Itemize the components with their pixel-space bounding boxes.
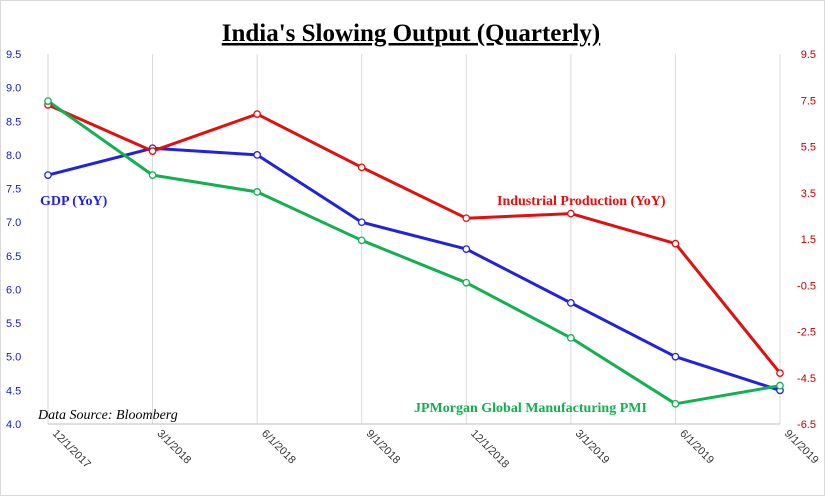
grid-lines <box>47 54 781 424</box>
y-right-tick-label: -0.5 <box>797 280 816 292</box>
chart-title: India's Slowing Output (Quarterly) <box>222 20 601 47</box>
y-left-tick-label: 6.5 <box>6 251 21 263</box>
x-tick-label: 12/1/2017 <box>50 428 93 471</box>
y-right-tick-label: -2.5 <box>797 327 816 339</box>
series-label-industrial-production: Industrial Production (YoY) <box>497 194 666 209</box>
series-line-0 <box>47 146 781 392</box>
data-point <box>567 334 575 342</box>
y-right-tick-label: 1.5 <box>801 234 816 246</box>
y-left-tick-label: 6.0 <box>6 284 21 296</box>
data-point <box>462 214 471 223</box>
series-label-gdp: GDP (YoY) <box>40 194 108 209</box>
data-point <box>44 171 52 179</box>
y-right-tick-label: -4.5 <box>797 373 816 385</box>
series-markers <box>44 97 784 408</box>
x-tick-label: 9/1/2018 <box>364 428 403 467</box>
y-left-tick-label: 7.5 <box>6 184 21 196</box>
y-left-tick-label: 9.0 <box>6 83 21 95</box>
data-point <box>462 278 471 287</box>
series-label-pmi: JPMorgan Global Manufacturing PMI <box>414 401 647 416</box>
x-tick-label: 3/1/2019 <box>573 428 612 467</box>
y-left-tick-label: 5.5 <box>6 318 21 330</box>
y-left-tick-label: 5.0 <box>6 352 21 364</box>
x-tick-label: 6/1/2018 <box>259 428 298 467</box>
data-point <box>776 369 784 377</box>
data-point <box>776 381 784 390</box>
data-point <box>671 239 680 248</box>
chart-text: India's Slowing Output (Quarterly) Data … <box>6 20 821 471</box>
data-source-note: Data Source: Bloomberg <box>37 408 178 423</box>
data-point <box>357 163 366 172</box>
y-left-tick-label: 7.0 <box>6 217 21 229</box>
data-point <box>253 151 261 159</box>
series-lines <box>47 99 782 406</box>
data-point <box>253 188 261 196</box>
data-point <box>462 245 471 253</box>
y-left-tick-label: 9.5 <box>6 49 21 61</box>
y-right-tick-label: -6.5 <box>797 419 816 431</box>
data-point <box>357 236 366 245</box>
data-point <box>357 218 366 227</box>
data-point <box>567 299 575 307</box>
series-line-1 <box>47 103 782 375</box>
y-left-tick-label: 8.5 <box>6 116 21 128</box>
y-left-tick-label: 4.5 <box>6 385 21 397</box>
y-right-tick-label: 3.5 <box>801 188 816 200</box>
x-tick-label: 6/1/2019 <box>677 428 716 467</box>
x-tick-label: 3/1/2018 <box>154 428 193 467</box>
data-point <box>567 209 575 218</box>
data-point <box>44 97 52 105</box>
data-point <box>148 147 157 155</box>
data-point <box>148 171 157 179</box>
data-point <box>671 399 680 408</box>
y-left-tick-label: 4.0 <box>6 419 21 431</box>
x-tick-label: 12/1/2018 <box>468 428 511 471</box>
y-right-tick-label: 5.5 <box>801 142 816 154</box>
y-right-tick-label: 7.5 <box>801 95 816 107</box>
data-point <box>671 352 680 361</box>
y-left-tick-label: 8.0 <box>6 150 21 162</box>
series-line-2 <box>47 99 781 406</box>
data-point <box>253 110 261 118</box>
x-tick-label: 9/1/2019 <box>782 428 821 467</box>
y-right-tick-label: 9.5 <box>801 49 816 61</box>
